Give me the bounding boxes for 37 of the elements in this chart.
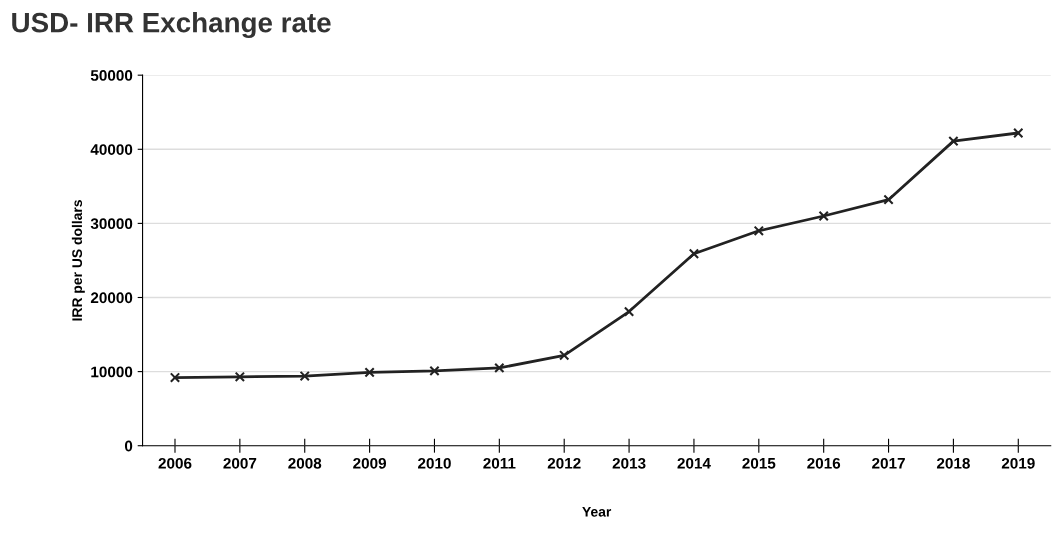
x-tick-label: 2014 xyxy=(677,457,711,469)
x-tick-label: 2011 xyxy=(483,457,516,469)
point xyxy=(818,210,829,222)
point xyxy=(623,306,635,317)
point xyxy=(688,248,700,259)
x-tick-label: 2007 xyxy=(223,457,257,469)
x-tick-label: 2016 xyxy=(807,457,841,469)
x-tick-label: 2006 xyxy=(158,457,192,469)
x-axis-title: Year xyxy=(582,506,612,517)
y-tick-label: 30000 xyxy=(90,218,133,230)
y-tick-label: 50000 xyxy=(90,70,133,81)
point xyxy=(299,370,310,382)
point xyxy=(169,372,181,383)
chart-title: USD- IRR Exchange rate xyxy=(12,12,331,39)
y-tick-label: 0 xyxy=(124,440,133,452)
x-tick-label: 2008 xyxy=(288,457,322,469)
y-tick-label: 20000 xyxy=(90,292,133,304)
x-tick-label: 2015 xyxy=(742,457,776,469)
x-tick-label: 2010 xyxy=(418,457,451,469)
x-tick-label: 2019 xyxy=(1001,457,1035,469)
y-axis-title: IRR per US dollars xyxy=(71,200,85,321)
point xyxy=(429,365,440,377)
x-tick-label: 2012 xyxy=(547,457,581,469)
x-tick-label: 2013 xyxy=(612,457,646,469)
point xyxy=(559,350,570,361)
point xyxy=(364,367,375,378)
point xyxy=(948,135,959,147)
y-tick-label: 40000 xyxy=(90,144,133,155)
y-tick-label: 10000 xyxy=(91,366,133,378)
x-tick-label: 2009 xyxy=(353,457,387,469)
point xyxy=(234,371,246,382)
x-tick-label: 2018 xyxy=(936,457,970,469)
point xyxy=(1013,127,1024,139)
point xyxy=(883,194,894,205)
point xyxy=(753,225,765,237)
point xyxy=(494,362,505,374)
x-tick-label: 2017 xyxy=(872,457,905,469)
